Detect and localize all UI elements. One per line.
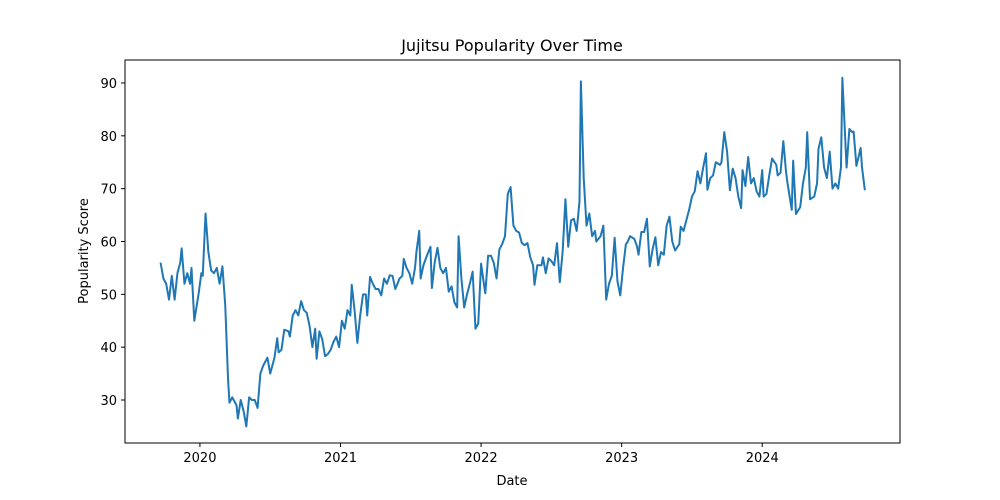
x-tick-label: 2021 <box>324 451 357 466</box>
data-line <box>159 76 866 428</box>
x-tick-label: 2020 <box>183 451 216 466</box>
x-tick-label: 2024 <box>746 451 779 466</box>
x-axis-label: Date <box>496 474 527 489</box>
x-tick-label: 2022 <box>465 451 498 466</box>
y-tick-label: 80 <box>100 130 117 145</box>
chart-title: Jujitsu Popularity Over Time <box>400 36 623 55</box>
y-tick-label: 50 <box>100 288 117 303</box>
y-axis-label: Popularity Score <box>77 198 92 304</box>
plot-frame <box>124 59 901 444</box>
y-tick-label: 30 <box>100 394 117 409</box>
y-tick-label: 90 <box>100 77 117 92</box>
x-tick-label: 2023 <box>605 451 638 466</box>
y-tick-label: 60 <box>100 235 117 250</box>
y-tick-label: 40 <box>100 341 117 356</box>
y-tick-label: 70 <box>100 183 117 198</box>
